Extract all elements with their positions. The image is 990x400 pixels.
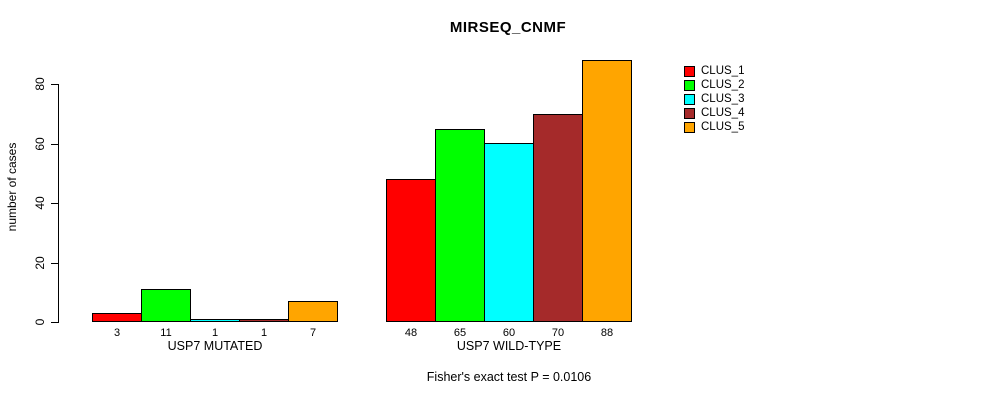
bar-value-label: 70 [551, 327, 565, 339]
bar-clus_1-group1 [92, 313, 142, 322]
bar-value-label: 60 [502, 327, 516, 339]
legend-label: CLUS_2 [701, 78, 745, 91]
legend: CLUS_1 CLUS_2 CLUS_3 CLUS_4 CLUS_5 [684, 64, 744, 134]
legend-swatch-clus_5 [684, 121, 695, 133]
y-axis-tick-label: 0 [33, 318, 47, 326]
bar-clus_1-group2 [386, 179, 436, 322]
bar-value-label: 65 [453, 327, 467, 339]
legend-swatch-clus_4 [684, 107, 695, 119]
bar-clus_2-group2 [435, 129, 485, 322]
legend-item-clus_2: CLUS_2 [684, 78, 744, 92]
bar-value-label: 3 [113, 327, 121, 339]
legend-swatch-clus_3 [684, 93, 695, 105]
annotation-fisher-test: Fisher's exact test P = 0.0106 [426, 370, 592, 384]
bar-value-label: 88 [600, 327, 614, 339]
legend-swatch-clus_1 [684, 65, 695, 77]
y-axis-label: number of cases [5, 142, 19, 232]
y-axis-tick [51, 203, 58, 204]
legend-label: CLUS_1 [701, 64, 745, 77]
legend-label: CLUS_5 [701, 120, 745, 133]
y-axis-tick-label: 40 [33, 196, 47, 210]
bar-value-label: 48 [404, 327, 418, 339]
bar-value-label: 1 [211, 327, 219, 339]
bar-clus_4-group1 [239, 319, 289, 322]
legend-swatch-clus_2 [684, 79, 695, 91]
bar-clus_4-group2 [533, 114, 583, 322]
y-axis-tick-label: 20 [33, 256, 47, 270]
bar-clus_3-group1 [190, 319, 240, 322]
y-axis-tick-label: 60 [33, 137, 47, 151]
y-axis-tick [51, 322, 58, 323]
legend-label: CLUS_3 [701, 92, 745, 105]
legend-item-clus_4: CLUS_4 [684, 106, 744, 120]
bar-value-label: 1 [260, 327, 268, 339]
legend-item-clus_1: CLUS_1 [684, 64, 744, 78]
bar-value-label: 11 [160, 327, 172, 339]
y-axis-tick-label: 80 [33, 77, 47, 91]
y-axis-tick [51, 84, 58, 85]
bar-clus_5-group2 [582, 60, 632, 322]
bar-clus_2-group1 [141, 289, 191, 322]
bar-clus_5-group1 [288, 301, 338, 322]
chart-title: MIRSEQ_CNMF [449, 19, 567, 36]
y-axis-line [58, 84, 59, 323]
legend-item-clus_3: CLUS_3 [684, 92, 744, 106]
legend-label: CLUS_4 [701, 106, 745, 119]
y-axis-tick [51, 144, 58, 145]
y-axis-tick [51, 263, 58, 264]
bar-value-label: 7 [309, 327, 317, 339]
legend-item-clus_5: CLUS_5 [684, 120, 744, 134]
x-axis-group-label: USP7 WILD-TYPE [456, 339, 562, 353]
x-axis-group-label: USP7 MUTATED [167, 339, 263, 353]
bar-clus_3-group2 [484, 143, 534, 322]
